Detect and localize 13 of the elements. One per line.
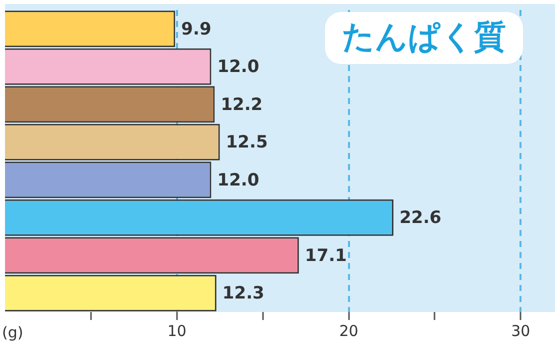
- data-label: 22.6: [399, 208, 442, 228]
- data-label: 9.9: [181, 19, 212, 40]
- x-axis-title: (g): [2, 323, 24, 342]
- x-tick-label: 30: [511, 322, 530, 340]
- data-label: 12.0: [217, 170, 260, 190]
- data-label: 12.3: [222, 284, 264, 304]
- chart-title: たんぱく質: [342, 17, 506, 56]
- data-label: 12.5: [226, 132, 268, 153]
- data-label: 12.2: [220, 94, 263, 115]
- x-tick-label: 20: [339, 322, 358, 340]
- x-tick-label: 10: [167, 322, 186, 340]
- data-label: 17.1: [304, 246, 347, 266]
- data-label: 12.0: [217, 57, 260, 78]
